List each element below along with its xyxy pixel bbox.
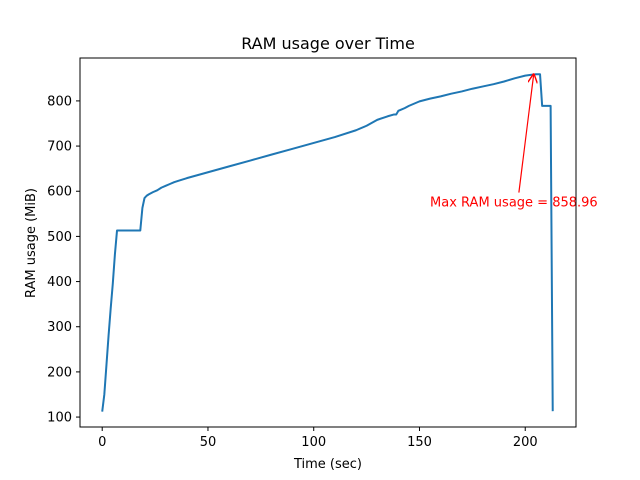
chart-title: RAM usage over Time [241,34,415,53]
axes-frame [79,57,577,428]
y-tick-label: 500 [47,230,72,245]
y-tick-label: 400 [47,275,72,290]
x-tick-label: 200 [513,435,538,450]
y-tick-label: 600 [47,185,72,200]
x-axis-label: Time (sec) [293,457,362,472]
x-tick-label: 50 [200,435,217,450]
y-tick-label: 300 [47,320,72,335]
max-ram-arrow [518,74,534,193]
y-tick-label: 700 [47,140,72,155]
plot-area [101,73,554,412]
y-tick-label: 200 [47,365,72,380]
x-tick-label: 0 [98,435,106,450]
series-line-ram-usage [101,73,554,412]
y-tick-label: 800 [47,94,72,109]
x-axis-ticks: 0 50 100 150 200 [98,427,538,450]
max-ram-annotation: Max RAM usage = 858.96 [430,196,598,211]
y-axis-ticks: 100 200 300 400 500 600 700 800 [47,94,80,426]
y-tick-label: 100 [47,411,72,426]
y-axis-label: RAM usage (MiB) [24,188,39,298]
x-tick-label: 100 [301,435,326,450]
x-tick-label: 150 [407,435,432,450]
annotations: Max RAM usage = 858.96 [430,74,598,211]
